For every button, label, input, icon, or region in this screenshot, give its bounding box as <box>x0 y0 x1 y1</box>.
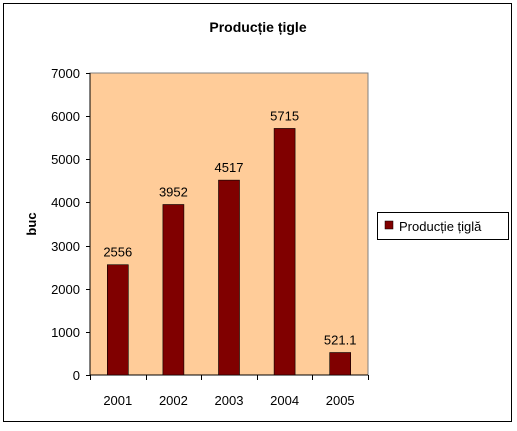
y-tick-label: 1000 <box>51 325 80 340</box>
bar-2004 <box>273 128 296 376</box>
legend-box <box>377 212 509 240</box>
y-tick-label: 3000 <box>51 239 80 254</box>
data-label-2004: 5715 <box>270 108 299 123</box>
data-label-2002: 3952 <box>159 184 188 199</box>
x-tick-label: 2004 <box>270 393 299 408</box>
y-tick-label: 7000 <box>51 66 80 81</box>
bar-2003 <box>218 179 240 376</box>
chart-title: Producție țigle <box>209 19 306 35</box>
x-tick-label: 2001 <box>103 393 132 408</box>
data-label-2003: 4517 <box>215 160 244 175</box>
bar-2001 <box>107 264 129 376</box>
y-tick-label: 6000 <box>51 109 80 124</box>
y-tick-label: 5000 <box>51 152 80 167</box>
x-tick-label: 2005 <box>326 393 355 408</box>
legend-label: Producție țiglă <box>399 219 482 234</box>
x-tick-label: 2002 <box>159 393 188 408</box>
data-label-2001: 2556 <box>103 245 132 260</box>
y-axis-label: buc <box>24 212 39 235</box>
data-labels-group: 2556 3952 4517 5715 521.1 <box>103 108 356 347</box>
bar-2005 <box>329 352 352 376</box>
bars-group <box>107 128 352 376</box>
y-tick-label: 2000 <box>51 282 80 297</box>
legend-swatch <box>384 220 394 230</box>
legend: Producție țiglă <box>377 212 509 240</box>
data-label-2005: 521.1 <box>324 333 357 348</box>
y-tick-label: 4000 <box>51 195 80 210</box>
bar-2002 <box>162 204 185 376</box>
y-tick-label: 0 <box>73 368 80 383</box>
x-tick-label: 2003 <box>215 393 244 408</box>
